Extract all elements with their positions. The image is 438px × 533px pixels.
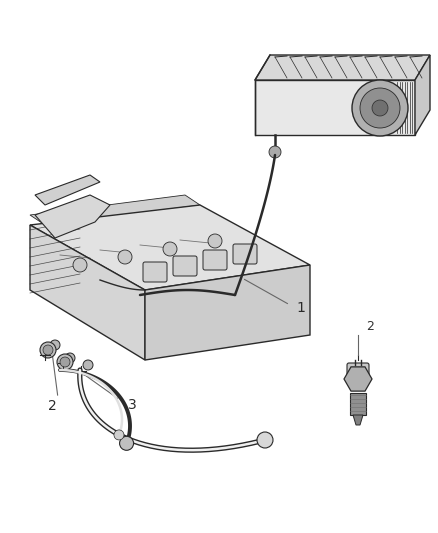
Circle shape xyxy=(43,345,53,355)
FancyBboxPatch shape xyxy=(350,393,366,415)
Text: 1: 1 xyxy=(296,301,305,315)
Circle shape xyxy=(83,360,93,370)
FancyBboxPatch shape xyxy=(143,262,167,282)
Polygon shape xyxy=(35,195,110,238)
FancyBboxPatch shape xyxy=(203,250,227,270)
Circle shape xyxy=(269,146,281,158)
Polygon shape xyxy=(255,80,415,135)
Circle shape xyxy=(73,258,87,272)
Circle shape xyxy=(118,250,132,264)
Circle shape xyxy=(50,340,60,350)
Circle shape xyxy=(65,353,75,363)
FancyBboxPatch shape xyxy=(173,256,197,276)
Circle shape xyxy=(372,100,388,116)
Circle shape xyxy=(360,88,400,128)
Circle shape xyxy=(163,242,177,256)
Polygon shape xyxy=(30,205,310,290)
Circle shape xyxy=(60,357,70,367)
Text: 2: 2 xyxy=(48,399,57,413)
Text: 2: 2 xyxy=(366,320,374,334)
Polygon shape xyxy=(415,55,430,135)
Circle shape xyxy=(257,432,273,448)
FancyBboxPatch shape xyxy=(347,363,369,381)
Polygon shape xyxy=(35,175,100,205)
Circle shape xyxy=(120,437,134,450)
Polygon shape xyxy=(344,367,372,391)
Polygon shape xyxy=(30,195,200,225)
Circle shape xyxy=(208,234,222,248)
Text: 3: 3 xyxy=(128,398,137,412)
Polygon shape xyxy=(145,265,310,360)
Circle shape xyxy=(114,430,124,440)
Polygon shape xyxy=(353,415,363,425)
Polygon shape xyxy=(30,225,145,360)
Circle shape xyxy=(352,80,408,136)
FancyBboxPatch shape xyxy=(233,244,257,264)
Circle shape xyxy=(40,342,56,358)
Polygon shape xyxy=(255,55,430,80)
Circle shape xyxy=(57,354,73,370)
